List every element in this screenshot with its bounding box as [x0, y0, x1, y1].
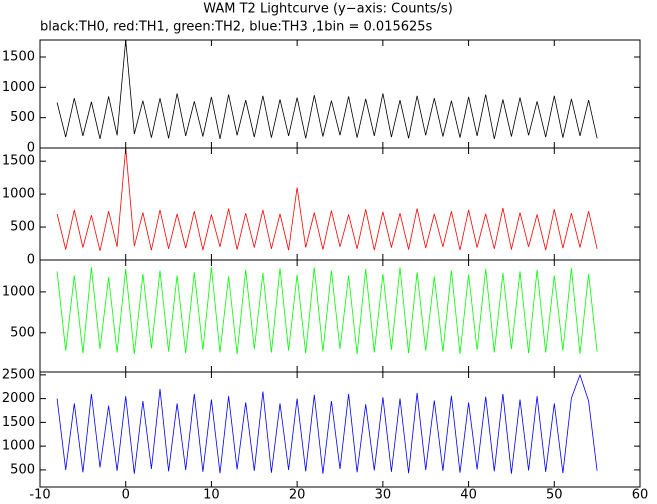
- x-tick-label: -10: [29, 488, 50, 503]
- series-line: [56, 39, 598, 139]
- y-tick-label: 1000: [2, 284, 35, 299]
- x-tick-label: 30: [375, 488, 392, 503]
- y-tick-label: 1000: [2, 80, 35, 95]
- x-tick-label: 20: [289, 488, 306, 503]
- panel-frame: [39, 147, 641, 261]
- panel-frame: [39, 39, 641, 149]
- y-tick-label: 1000: [2, 187, 35, 202]
- x-tick-label: 0: [122, 488, 130, 503]
- y-tick-label: 1000: [2, 439, 35, 454]
- chart-subtitle: black:TH0, red:TH1, green:TH2, blue:TH3 …: [40, 20, 433, 35]
- y-tick-label: 0: [27, 253, 35, 268]
- y-tick-label: 500: [10, 462, 35, 477]
- series-line: [56, 267, 598, 355]
- y-tick-label: 500: [10, 325, 35, 340]
- panel-frame: [39, 371, 641, 488]
- x-tick-label: 40: [460, 488, 477, 503]
- y-tick-label: 1500: [2, 415, 35, 430]
- x-tick-label: 60: [632, 488, 649, 503]
- y-tick-label: 1500: [2, 49, 35, 64]
- y-tick-label: 500: [10, 220, 35, 235]
- chart-title: WAM T2 Lightcurve (y−axis: Counts/s): [203, 2, 453, 17]
- y-tick-label: 0: [27, 141, 35, 156]
- y-tick-label: 1500: [2, 154, 35, 169]
- x-tick-label: 50: [546, 488, 563, 503]
- series-line: [56, 147, 598, 251]
- x-tick-label: 10: [203, 488, 220, 503]
- series-line: [56, 373, 598, 474]
- y-tick-label: 2500: [2, 367, 35, 382]
- y-tick-label: 500: [10, 110, 35, 125]
- y-tick-label: 2000: [2, 391, 35, 406]
